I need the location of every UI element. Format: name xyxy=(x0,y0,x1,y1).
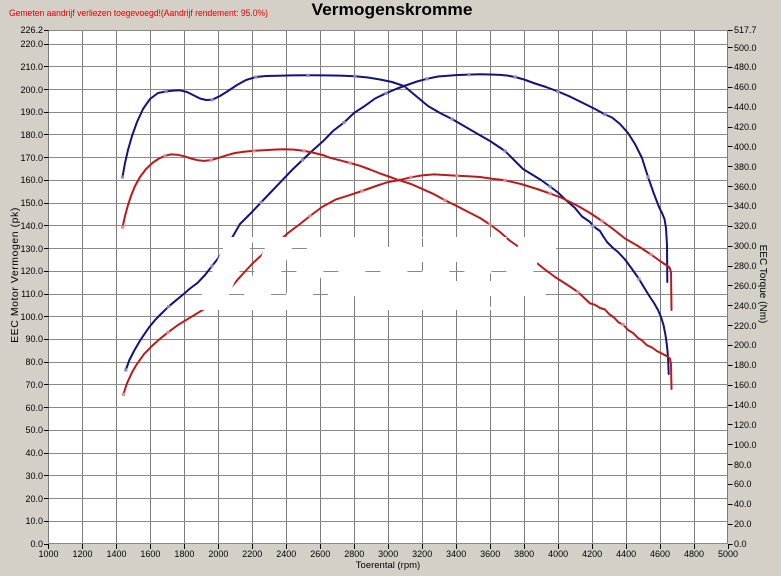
svg-text:60.0: 60.0 xyxy=(25,403,43,413)
svg-text:3800: 3800 xyxy=(514,549,534,559)
svg-text:2200: 2200 xyxy=(242,549,262,559)
svg-text:10.0: 10.0 xyxy=(25,516,43,526)
svg-text:0.0: 0.0 xyxy=(734,539,747,549)
svg-text:4600: 4600 xyxy=(650,549,670,559)
svg-text:1400: 1400 xyxy=(106,549,126,559)
svg-text:120.0: 120.0 xyxy=(20,266,43,276)
svg-text:3600: 3600 xyxy=(480,549,500,559)
svg-text:80.0: 80.0 xyxy=(734,460,752,470)
svg-text:4800: 4800 xyxy=(684,549,704,559)
svg-text:380.0: 380.0 xyxy=(734,162,757,172)
svg-text:120.0: 120.0 xyxy=(734,420,757,430)
svg-text:1800: 1800 xyxy=(174,549,194,559)
svg-text:70.0: 70.0 xyxy=(25,380,43,390)
svg-text:160.0: 160.0 xyxy=(20,175,43,185)
svg-text:4000: 4000 xyxy=(548,549,568,559)
svg-text:210.0: 210.0 xyxy=(20,62,43,72)
svg-text:40.0: 40.0 xyxy=(734,499,752,509)
svg-text:280.0: 280.0 xyxy=(734,261,757,271)
svg-text:420.0: 420.0 xyxy=(734,122,757,132)
svg-text:480.0: 480.0 xyxy=(734,62,757,72)
svg-text:60.0: 60.0 xyxy=(734,479,752,489)
svg-text:140.0: 140.0 xyxy=(734,400,757,410)
svg-text:200.0: 200.0 xyxy=(734,340,757,350)
svg-text:1600: 1600 xyxy=(140,549,160,559)
svg-text:20.0: 20.0 xyxy=(25,494,43,504)
svg-text:340.0: 340.0 xyxy=(734,201,757,211)
svg-text:100.0: 100.0 xyxy=(734,440,757,450)
svg-text:20.0: 20.0 xyxy=(734,519,752,529)
svg-text:Gemeten aandrijf verliezen toe: Gemeten aandrijf verliezen toegevoegd!(A… xyxy=(9,8,268,19)
svg-text:3400: 3400 xyxy=(446,549,466,559)
svg-text:Toerental (rpm): Toerental (rpm) xyxy=(356,560,420,571)
svg-text:2600: 2600 xyxy=(310,549,330,559)
svg-text:80.0: 80.0 xyxy=(25,357,43,367)
svg-text:1000: 1000 xyxy=(38,549,58,559)
svg-text:220.0: 220.0 xyxy=(20,39,43,49)
svg-text:4200: 4200 xyxy=(582,549,602,559)
svg-text:EEC Motor Vermogen (pk): EEC Motor Vermogen (pk) xyxy=(9,207,21,343)
svg-text:40.0: 40.0 xyxy=(25,448,43,458)
svg-text:400.0: 400.0 xyxy=(734,142,757,152)
svg-text:360.0: 360.0 xyxy=(734,182,757,192)
svg-text:30.0: 30.0 xyxy=(25,471,43,481)
svg-text:5000: 5000 xyxy=(718,549,738,559)
svg-text:200.0: 200.0 xyxy=(20,85,43,95)
svg-text:100.0: 100.0 xyxy=(20,312,43,322)
svg-text:170.0: 170.0 xyxy=(20,153,43,163)
svg-text:226.2: 226.2 xyxy=(20,25,43,35)
svg-text:517.7: 517.7 xyxy=(734,25,757,35)
svg-text:3200: 3200 xyxy=(412,549,432,559)
svg-text:EEC Torque (Nm): EEC Torque (Nm) xyxy=(757,245,768,324)
svg-text:140.0: 140.0 xyxy=(20,221,43,231)
svg-text:180.0: 180.0 xyxy=(734,360,757,370)
svg-text:4400: 4400 xyxy=(616,549,636,559)
svg-text:0.0: 0.0 xyxy=(30,539,43,549)
svg-text:150.0: 150.0 xyxy=(20,198,43,208)
svg-text:500.0: 500.0 xyxy=(734,43,757,53)
svg-text:160.0: 160.0 xyxy=(734,380,757,390)
svg-text:2400: 2400 xyxy=(276,549,296,559)
svg-text:1200: 1200 xyxy=(72,549,92,559)
svg-text:190.0: 190.0 xyxy=(20,107,43,117)
svg-text:3000: 3000 xyxy=(378,549,398,559)
svg-text:110.0: 110.0 xyxy=(21,289,43,299)
svg-text:90.0: 90.0 xyxy=(25,334,43,344)
svg-text:260.0: 260.0 xyxy=(734,281,757,291)
svg-text:2000: 2000 xyxy=(208,549,228,559)
svg-text:2800: 2800 xyxy=(344,549,364,559)
svg-text:320.0: 320.0 xyxy=(734,221,757,231)
svg-text:460.0: 460.0 xyxy=(734,82,757,92)
svg-text:220.0: 220.0 xyxy=(734,321,757,331)
svg-text:300.0: 300.0 xyxy=(734,241,757,251)
svg-text:130.0: 130.0 xyxy=(20,244,43,254)
svg-text:180.0: 180.0 xyxy=(20,130,43,140)
svg-text:440.0: 440.0 xyxy=(734,102,757,112)
svg-text:240.0: 240.0 xyxy=(734,301,757,311)
svg-text:50.0: 50.0 xyxy=(25,425,43,435)
svg-text:Vermogenskromme: Vermogenskromme xyxy=(312,1,473,19)
